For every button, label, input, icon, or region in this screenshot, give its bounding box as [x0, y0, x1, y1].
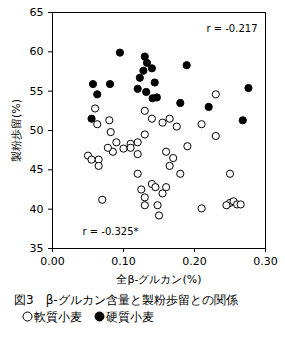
svg-text:60: 60: [30, 45, 44, 58]
svg-text:0.20: 0.20: [182, 255, 207, 268]
svg-text:35: 35: [30, 242, 44, 255]
svg-text:全β-グルカン(%): 全β-グルカン(%): [116, 273, 201, 286]
svg-text:40: 40: [30, 203, 44, 216]
svg-text:製粉歩留(%): 製粉歩留(%): [10, 99, 23, 162]
svg-text:45: 45: [30, 163, 44, 176]
svg-text:0.00: 0.00: [40, 255, 65, 268]
html-text:軟質小麦: 軟質小麦: [34, 310, 82, 324]
svg-text:0.10: 0.10: [111, 255, 136, 268]
svg-text:r = -0.217: r = -0.217: [206, 23, 257, 34]
svg-text:50: 50: [30, 124, 44, 137]
svg-text:0.30: 0.30: [253, 255, 278, 268]
svg-text:55: 55: [30, 85, 44, 98]
html-text:硬質小麦: 硬質小麦: [105, 310, 154, 324]
svg-text:65: 65: [30, 6, 44, 19]
html-text:図3 β-グルカン含量と製粉歩留との関係: 図3 β-グルカン含量と製粉歩留との関係: [14, 293, 238, 307]
svg-text:r = -0.325*: r = -0.325*: [83, 226, 139, 237]
